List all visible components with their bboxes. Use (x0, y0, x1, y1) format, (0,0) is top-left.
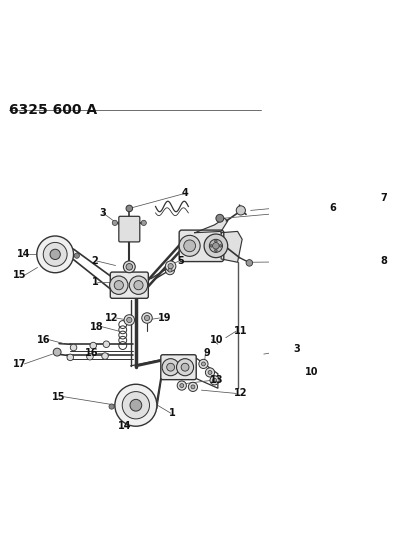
Circle shape (177, 381, 186, 390)
Text: 9: 9 (204, 348, 210, 358)
Circle shape (129, 276, 148, 294)
Circle shape (126, 317, 132, 322)
Circle shape (209, 239, 222, 253)
Circle shape (213, 243, 219, 249)
Circle shape (43, 243, 67, 266)
FancyBboxPatch shape (119, 216, 140, 242)
Circle shape (205, 368, 215, 377)
Circle shape (112, 220, 118, 225)
Circle shape (110, 276, 128, 294)
Circle shape (124, 314, 135, 325)
Circle shape (184, 240, 195, 252)
Circle shape (213, 378, 217, 382)
Text: 11: 11 (234, 326, 248, 336)
Circle shape (115, 384, 157, 426)
Circle shape (50, 249, 60, 260)
FancyBboxPatch shape (179, 230, 224, 262)
Circle shape (134, 280, 143, 290)
Circle shape (208, 370, 212, 374)
Circle shape (188, 382, 197, 391)
Circle shape (67, 354, 73, 361)
Text: 12: 12 (105, 313, 118, 323)
Circle shape (122, 392, 149, 419)
Circle shape (210, 245, 213, 247)
Circle shape (90, 342, 97, 349)
Circle shape (215, 240, 217, 243)
Text: 5: 5 (177, 256, 184, 266)
Circle shape (53, 348, 61, 356)
Circle shape (215, 249, 217, 252)
Text: 6325 600 A: 6325 600 A (9, 103, 98, 117)
Text: 7: 7 (380, 193, 387, 203)
Text: 13: 13 (210, 375, 224, 385)
Text: 1: 1 (169, 408, 175, 418)
Circle shape (144, 316, 150, 321)
Text: 16: 16 (37, 335, 51, 345)
Text: 14: 14 (118, 421, 131, 431)
Text: 15: 15 (13, 270, 27, 280)
Circle shape (219, 245, 222, 247)
Circle shape (216, 214, 224, 222)
Text: 12: 12 (234, 389, 248, 399)
Circle shape (167, 364, 175, 371)
Text: 18: 18 (89, 321, 103, 332)
Circle shape (109, 404, 114, 409)
Circle shape (177, 359, 193, 376)
Circle shape (179, 236, 200, 256)
Circle shape (126, 263, 133, 270)
Circle shape (102, 353, 108, 359)
Circle shape (236, 206, 246, 215)
Circle shape (210, 376, 219, 385)
Text: 15: 15 (52, 392, 66, 402)
Circle shape (70, 344, 77, 351)
Circle shape (130, 399, 142, 411)
Circle shape (141, 220, 146, 225)
FancyBboxPatch shape (110, 272, 149, 298)
Circle shape (165, 265, 175, 274)
Polygon shape (221, 231, 242, 262)
Text: 1: 1 (92, 277, 98, 287)
Circle shape (165, 261, 176, 271)
Circle shape (168, 263, 173, 269)
Text: 6: 6 (329, 204, 336, 213)
Circle shape (114, 280, 123, 290)
Circle shape (199, 359, 208, 368)
Polygon shape (195, 219, 228, 233)
Text: 14: 14 (18, 249, 31, 260)
Circle shape (74, 253, 80, 259)
Circle shape (246, 260, 253, 266)
Circle shape (86, 353, 93, 360)
Circle shape (37, 236, 73, 273)
Circle shape (168, 268, 172, 272)
Circle shape (142, 313, 152, 323)
Text: 17: 17 (13, 359, 27, 369)
Circle shape (123, 261, 135, 273)
Text: 2: 2 (92, 256, 98, 266)
Circle shape (126, 205, 133, 212)
Circle shape (202, 362, 205, 366)
Text: 16: 16 (85, 348, 98, 358)
Text: 8: 8 (380, 256, 387, 266)
Text: 10: 10 (304, 367, 318, 377)
Text: 19: 19 (157, 313, 171, 323)
Text: 4: 4 (182, 188, 188, 198)
Circle shape (191, 385, 195, 389)
Circle shape (181, 364, 189, 371)
Circle shape (180, 384, 184, 387)
Circle shape (103, 341, 110, 348)
Circle shape (204, 234, 228, 257)
Circle shape (162, 359, 179, 376)
Text: 10: 10 (210, 335, 224, 345)
Text: 3: 3 (100, 208, 106, 218)
FancyBboxPatch shape (161, 355, 196, 379)
Text: 3: 3 (293, 344, 300, 354)
